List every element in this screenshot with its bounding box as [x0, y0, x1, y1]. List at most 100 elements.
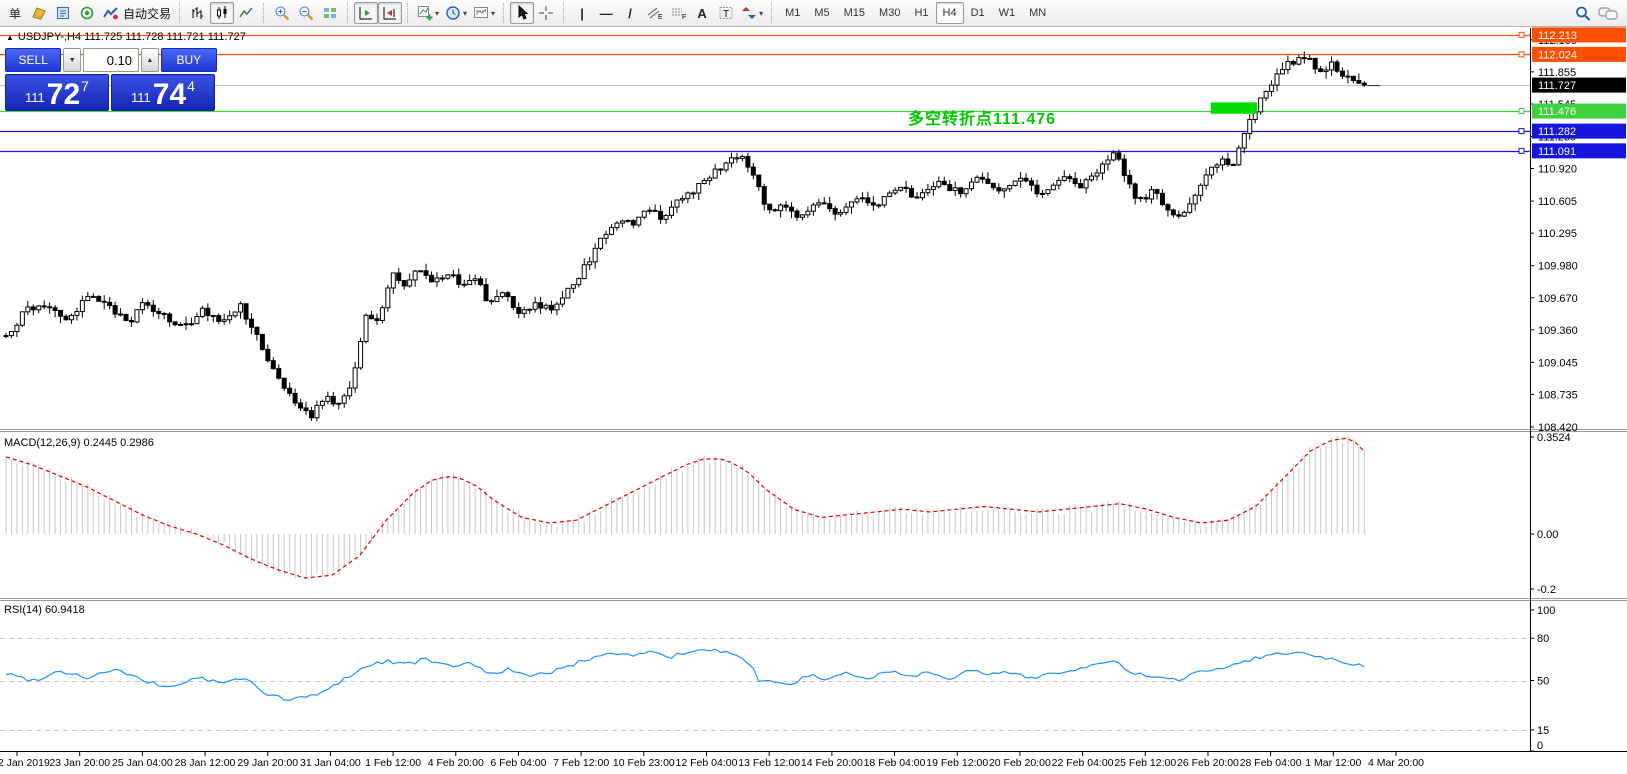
timeframe-h1[interactable]: H1	[914, 7, 929, 19]
new-chart-button[interactable]	[27, 2, 51, 24]
text-tool-button[interactable]: A	[697, 5, 707, 21]
auto-scroll-button[interactable]	[354, 2, 379, 24]
rsi-line	[5, 648, 1365, 702]
profiles-button[interactable]	[51, 2, 75, 24]
indicators-caret-icon[interactable]: ▾	[435, 8, 440, 18]
auto-trading-icon	[103, 7, 119, 21]
svg-text:E: E	[658, 14, 663, 21]
rsi-level-lines	[0, 638, 1530, 731]
svg-text:F: F	[682, 14, 686, 21]
timeframe-m1[interactable]: M1	[785, 7, 801, 19]
text-label-tool-button[interactable]: T	[714, 2, 738, 24]
periods-caret-icon[interactable]: ▾	[463, 8, 468, 18]
bar-chart-button[interactable]	[186, 2, 210, 24]
auto-trading-button[interactable]: 自动交易	[99, 2, 174, 24]
signals-button[interactable]	[75, 2, 99, 24]
volume-input[interactable]	[83, 48, 139, 72]
chart-objects[interactable]	[1210, 31, 1525, 154]
timeframe-toolbar: M1 M5 M15 M30 H1 H4 D1 W1 MN	[778, 2, 1053, 24]
timeframe-h4[interactable]: H4	[935, 2, 964, 24]
vertical-line-tool-button[interactable]: |	[580, 5, 584, 21]
cursor-button[interactable]	[510, 2, 535, 24]
new-order-button[interactable]: 单	[8, 6, 21, 21]
sell-price-big: 72	[46, 77, 81, 111]
one-click-trading-panel: SELL ▼ ▲ BUY 111 72 7 111 74 4	[5, 48, 217, 111]
candlestick-chart-icon	[217, 6, 227, 19]
timeframe-d1[interactable]: D1	[970, 7, 985, 19]
price-axis[interactable]: 112.165111.855111.545111.230110.920110.6…	[1530, 27, 1626, 434]
search-icon[interactable]	[1574, 5, 1592, 22]
svg-text:12 Feb 04:00: 12 Feb 04:00	[676, 757, 738, 769]
sell-price-prefix: 111	[25, 90, 45, 105]
svg-text:0.3524: 0.3524	[1537, 432, 1571, 444]
indicators-icon	[418, 6, 433, 21]
periods-clock-icon	[446, 6, 460, 20]
chat-icon[interactable]	[1598, 5, 1618, 22]
arrows-caret-icon[interactable]: ▾	[759, 8, 764, 18]
svg-text:109.045: 109.045	[1538, 357, 1578, 369]
svg-text:108.420: 108.420	[1538, 422, 1578, 434]
svg-text:10 Feb 23:00: 10 Feb 23:00	[613, 757, 675, 769]
volume-increase-button[interactable]: ▲	[141, 48, 159, 72]
sell-price-panel[interactable]: 111 72 7	[5, 74, 109, 111]
svg-text:7 Feb 12:00: 7 Feb 12:00	[553, 757, 609, 769]
svg-text:18 Feb 04:00: 18 Feb 04:00	[864, 757, 926, 769]
buy-price-panel[interactable]: 111 74 4	[111, 74, 215, 111]
sell-button[interactable]: SELL	[5, 48, 62, 72]
toolbar-separator	[563, 3, 565, 23]
timeframe-m30[interactable]: M30	[879, 7, 901, 19]
toolbar-separator	[263, 3, 265, 23]
toolbar-separator	[503, 3, 505, 23]
svg-text:112.024: 112.024	[1538, 49, 1577, 61]
crosshair-button[interactable]	[534, 2, 558, 24]
svg-text:109.980: 109.980	[1538, 261, 1578, 273]
arrows-tool-button[interactable]: ▾	[738, 2, 766, 24]
signals-icon	[80, 6, 94, 20]
timeframe-mn[interactable]: MN	[1029, 7, 1047, 19]
bar-chart-icon	[192, 7, 204, 19]
new-chart-icon	[32, 7, 46, 20]
fibonacci-tool-button[interactable]: F	[666, 2, 690, 24]
sell-price-pip: 7	[81, 78, 89, 94]
tile-windows-button[interactable]	[318, 2, 342, 24]
chart-title: ▲ USDJPY-,H4 111.725 111.728 111.721 111…	[6, 31, 246, 43]
buy-price-pip: 4	[187, 78, 195, 94]
templates-caret-icon[interactable]: ▾	[491, 8, 496, 18]
timeframe-m5[interactable]: M5	[814, 7, 830, 19]
crosshair-icon	[539, 6, 554, 20]
line-chart-button[interactable]	[234, 2, 258, 24]
candles[interactable]	[3, 51, 1381, 422]
candlestick-chart-button[interactable]	[210, 2, 235, 24]
timeframe-w1[interactable]: W1	[998, 7, 1016, 19]
horizontal-line-tool-button[interactable]: —	[599, 5, 613, 21]
channel-tool-button[interactable]: E	[642, 2, 666, 24]
svg-text:-0.2: -0.2	[1537, 584, 1556, 596]
price-level-lines[interactable]	[0, 34, 1530, 153]
svg-text:19 Feb 12:00: 19 Feb 12:00	[926, 757, 988, 769]
trendline-tool-button[interactable]: /	[628, 5, 632, 21]
periods-button[interactable]: ▾	[442, 2, 470, 24]
chart-title-text: USDJPY-,H4 111.725 111.728 111.721 111.7…	[17, 31, 246, 43]
svg-text:31 Jan 04:00: 31 Jan 04:00	[300, 757, 361, 769]
svg-text:28 Jan 12:00: 28 Jan 12:00	[175, 757, 236, 769]
timeframe-m15[interactable]: M15	[843, 7, 866, 19]
buy-button[interactable]: BUY	[160, 48, 217, 72]
volume-decrease-button[interactable]: ▼	[63, 48, 81, 72]
indicator-axes[interactable]: 0.3524 0.00 -0.2 100 80 50 15 0	[1530, 432, 1571, 752]
pivot-annotation[interactable]: 多空转折点111.476	[908, 111, 1057, 128]
toolbar-separator	[179, 3, 181, 23]
indicators-button[interactable]: ▾	[414, 2, 442, 24]
zoom-out-button[interactable]	[294, 2, 318, 24]
zoom-in-button[interactable]	[270, 2, 294, 24]
svg-text:4 Mar 20:00: 4 Mar 20:00	[1368, 757, 1424, 769]
svg-text:20 Feb 20:00: 20 Feb 20:00	[989, 757, 1051, 769]
cursor-icon	[518, 5, 529, 20]
templates-button[interactable]: ▾	[470, 2, 498, 24]
arrows-icon	[742, 7, 757, 19]
chart-shift-button[interactable]	[378, 2, 403, 24]
svg-text:110.605: 110.605	[1538, 196, 1577, 208]
rsi-label: RSI(14) 60.9418	[4, 604, 85, 616]
